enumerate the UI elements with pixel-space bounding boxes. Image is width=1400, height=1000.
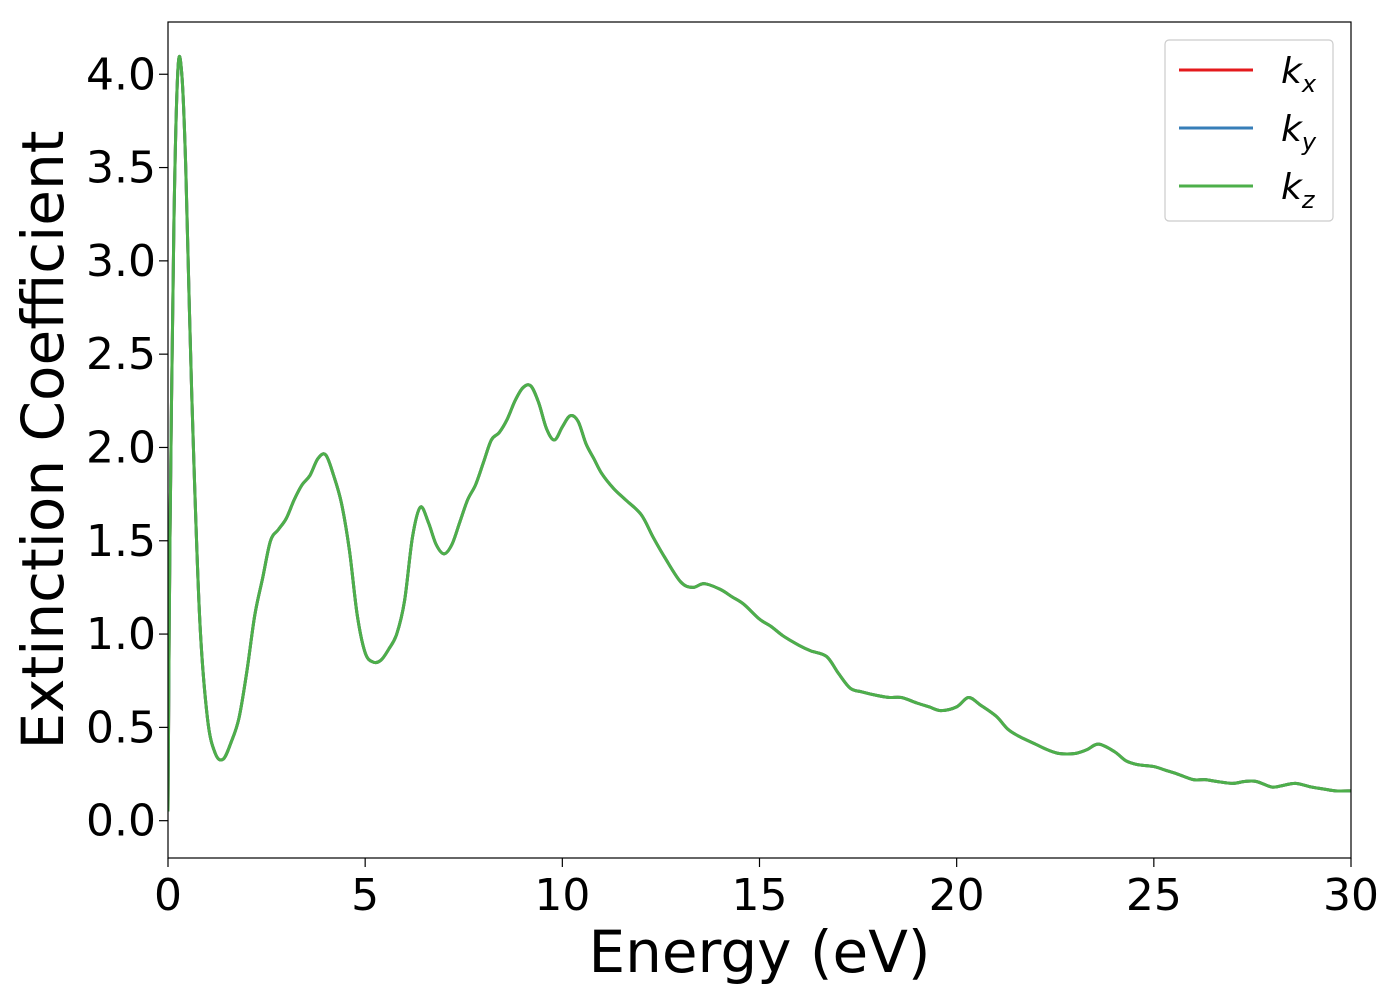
x-tick-label: 15 [732,870,788,921]
y-axis-title: Extinction Coefficient [9,131,77,750]
y-tick-label: 2.5 [86,329,156,380]
x-tick-label: 10 [534,870,590,921]
x-axis-title: Energy (eV) [588,918,930,986]
legend-label-z: kz [1281,167,1316,214]
x-tick-label: 5 [351,870,379,921]
legend: kx ky kz [1164,39,1334,222]
series-layer [168,55,1351,812]
legend-label-y: ky [1281,109,1317,156]
x-tick-label: 0 [154,870,182,921]
y-axis: 0.0 0.5 1.0 1.5 2.0 2.5 3.0 3.5 4.0 [86,49,168,847]
y-tick-label: 4.0 [86,49,156,100]
y-tick-label: 2.0 [86,422,156,473]
y-tick-label: 0.5 [86,702,156,753]
x-tick-label: 30 [1323,870,1379,921]
y-tick-label: 1.5 [86,516,156,567]
x-axis: 0 5 10 15 20 25 30 [154,858,1379,921]
y-tick-label: 1.0 [86,609,156,660]
series-line-z [168,55,1351,812]
x-tick-label: 20 [929,870,985,921]
legend-label-x: kx [1281,51,1317,98]
y-tick-label: 3.5 [86,143,156,194]
legend-box [1164,39,1334,222]
x-tick-label: 25 [1126,870,1182,921]
y-tick-label: 0.0 [86,796,156,847]
y-tick-label: 3.0 [86,236,156,287]
